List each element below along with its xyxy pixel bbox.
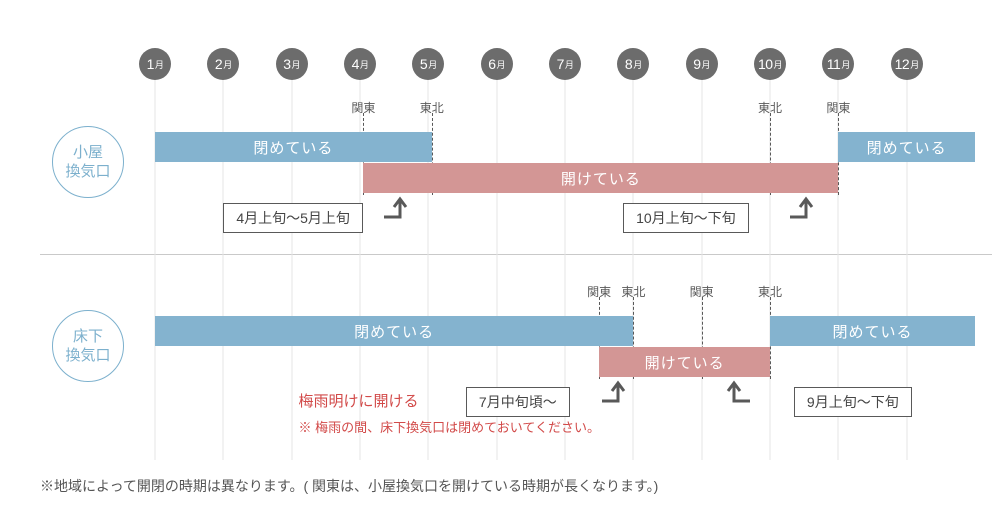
row-label-koya-1: 小屋 bbox=[73, 144, 103, 161]
region-label: 東北 bbox=[621, 283, 645, 300]
koya-arrow-left bbox=[382, 195, 414, 219]
month-circle-10: 10月 bbox=[754, 48, 786, 80]
month-circle-11: 11月 bbox=[822, 48, 854, 80]
month-circle-1: 1月 bbox=[139, 48, 171, 80]
month-circle-4: 4月 bbox=[344, 48, 376, 80]
yukashita-red-note-sub: ※ 梅雨の間、床下換気口は閉めておいてください。 bbox=[299, 417, 600, 436]
month-gridline bbox=[701, 80, 702, 460]
yukashita-red-note: 梅雨明けに開ける bbox=[299, 390, 419, 411]
koya-tag-right: 10月上旬〜下旬 bbox=[623, 203, 749, 233]
month-circle-8: 8月 bbox=[617, 48, 649, 80]
koya-open: 開けている bbox=[363, 163, 838, 193]
koya-closed-1: 閉めている bbox=[155, 132, 432, 162]
row-label-yukashita-2: 換気口 bbox=[65, 347, 110, 364]
yukashita-arrow-left bbox=[600, 379, 632, 403]
bottom-note: ※地域によって開閉の時期は異なります。( 関東は、小屋換気口を開けている時期が長… bbox=[40, 476, 658, 496]
month-gridline bbox=[633, 80, 634, 460]
month-circle-3: 3月 bbox=[276, 48, 308, 80]
region-label: 東北 bbox=[758, 283, 782, 300]
row-label-yukashita-1: 床下 bbox=[73, 328, 103, 345]
month-circle-7: 7月 bbox=[549, 48, 581, 80]
region-label: 東北 bbox=[758, 99, 782, 116]
region-label: 関東 bbox=[587, 283, 611, 300]
region-label: 関東 bbox=[351, 99, 375, 116]
row-label-yukashita: 床下 換気口 bbox=[52, 310, 124, 382]
region-label: 関東 bbox=[690, 283, 714, 300]
month-circle-9: 9月 bbox=[686, 48, 718, 80]
row-label-koya-2: 換気口 bbox=[65, 163, 110, 180]
month-circle-12: 12月 bbox=[891, 48, 923, 80]
month-circle-6: 6月 bbox=[481, 48, 513, 80]
yukashita-arrow-right bbox=[720, 379, 752, 403]
koya-arrow-right bbox=[788, 195, 820, 219]
koya-tag-left: 4月上旬〜5月上旬 bbox=[223, 203, 363, 233]
koya-closed-2: 閉めている bbox=[838, 132, 975, 162]
row-divider bbox=[40, 254, 992, 255]
yukashita-closed-2: 閉めている bbox=[770, 316, 975, 346]
region-label: 東北 bbox=[420, 99, 444, 116]
yukashita-closed-1: 閉めている bbox=[155, 316, 633, 346]
yukashita-open: 開けている bbox=[599, 347, 770, 377]
yukashita-tag-left: 7月中旬頃〜 bbox=[466, 387, 570, 417]
vent-schedule-chart: 小屋 換気口 床下 換気口 ※地域によって開閉の時期は異なります。( 関東は、小… bbox=[0, 0, 1002, 522]
row-label-koya: 小屋 換気口 bbox=[52, 126, 124, 198]
yukashita-tag-right: 9月上旬〜下旬 bbox=[794, 387, 912, 417]
month-circle-2: 2月 bbox=[207, 48, 239, 80]
month-circle-5: 5月 bbox=[412, 48, 444, 80]
region-label: 関東 bbox=[826, 99, 850, 116]
